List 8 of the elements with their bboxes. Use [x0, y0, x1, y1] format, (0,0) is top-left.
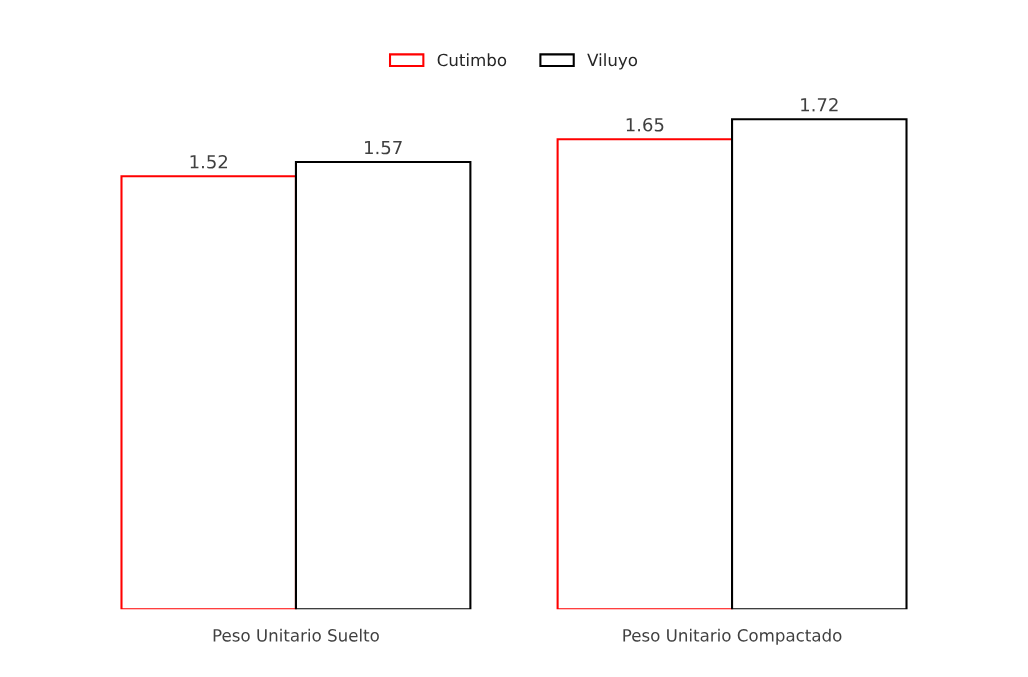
legend-label: Viluyo: [587, 53, 638, 70]
data-label: 1.57: [365, 140, 402, 155]
x-tick-label: Peso Unitario Compactado: [623, 628, 842, 645]
data-label: 1.65: [626, 117, 664, 132]
x-tick-label: Peso Unitario Suelto: [213, 628, 379, 642]
legend-label: Cutimbo: [437, 53, 507, 67]
data-label: 1.72: [801, 97, 838, 112]
data-label: 1.52: [190, 154, 228, 169]
